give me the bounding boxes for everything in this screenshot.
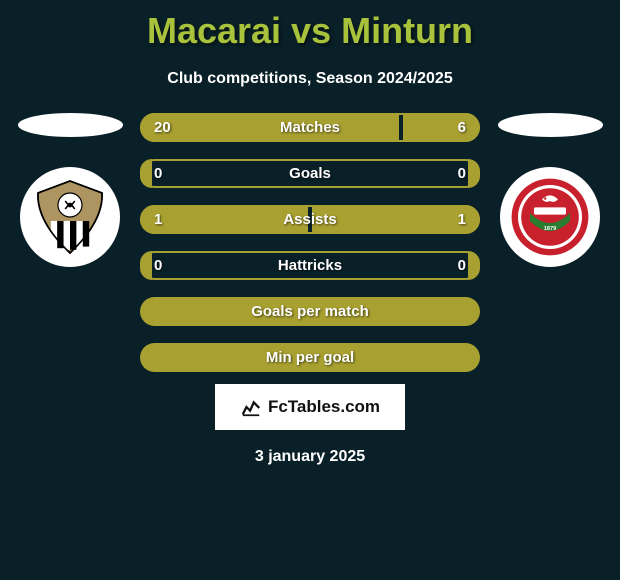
right-club-crest: 1879 bbox=[500, 167, 600, 267]
chart-icon bbox=[240, 396, 262, 418]
stat-row-hattricks: 00Hattricks bbox=[140, 251, 480, 280]
swindon-town-crest-icon: 1879 bbox=[510, 177, 590, 257]
svg-text:1879: 1879 bbox=[544, 226, 556, 232]
stat-label: Goals bbox=[142, 165, 478, 182]
stat-row-goals: 00Goals bbox=[140, 159, 480, 188]
stat-label: Assists bbox=[142, 211, 478, 228]
left-club-crest bbox=[20, 167, 120, 267]
left-player-column bbox=[10, 113, 130, 372]
page-title: Macarai vs Minturn bbox=[0, 0, 620, 52]
stat-label: Hattricks bbox=[142, 257, 478, 274]
stat-row-matches: 206Matches bbox=[140, 113, 480, 142]
date-text: 3 january 2025 bbox=[0, 448, 620, 466]
full-stat-bar: Min per goal bbox=[140, 343, 480, 372]
right-player-column: 1879 bbox=[490, 113, 610, 372]
comparison-panel: 206Matches 00Goals 11Assists 00Hattricks Goa… bbox=[0, 113, 620, 372]
left-nameplate bbox=[18, 113, 123, 137]
stat-label: Matches bbox=[142, 119, 478, 136]
right-nameplate bbox=[498, 113, 603, 137]
subtitle: Club competitions, Season 2024/2025 bbox=[0, 70, 620, 88]
full-stat-bar: Goals per match bbox=[140, 297, 480, 326]
stat-row-assists: 11Assists bbox=[140, 205, 480, 234]
branding-badge: FcTables.com bbox=[215, 384, 405, 430]
branding-text: FcTables.com bbox=[268, 397, 380, 417]
stat-bars: 206Matches 00Goals 11Assists 00Hattricks Goa… bbox=[130, 113, 490, 372]
notts-county-crest-icon bbox=[30, 177, 110, 257]
